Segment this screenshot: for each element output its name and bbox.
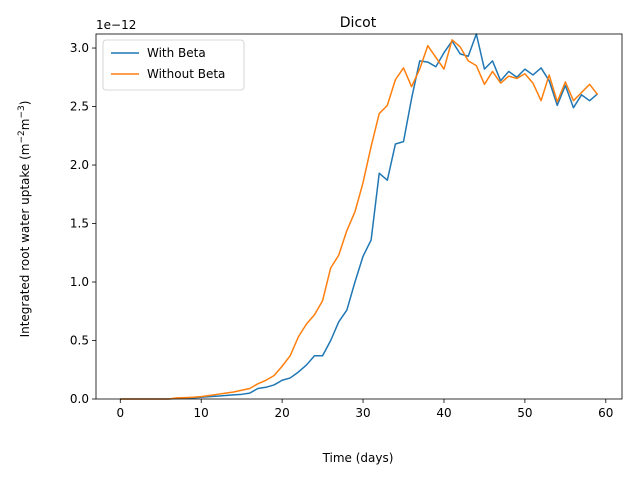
y-tick-label-0: 0.0 (70, 392, 89, 406)
y-tick-label-5: 2.5 (70, 100, 89, 114)
plot-area: 0 10 20 30 40 50 60 0.0 0.5 1.0 1.5 2.0 2.5 3.0 With B… (70, 33, 623, 420)
x-tick-label-20: 20 (274, 406, 289, 420)
y-tick-label-2: 1.0 (70, 275, 89, 289)
y-axis-label-sup1: −2 (17, 130, 27, 143)
chart-title: Dicot (340, 15, 377, 31)
x-tick-label-60: 60 (598, 406, 613, 420)
y-offset-text: 1e−12 (96, 18, 136, 32)
x-tick-label-10: 10 (194, 406, 209, 420)
legend-label-1: Without Beta (147, 67, 225, 81)
y-tick-label-6: 3.0 (70, 41, 89, 55)
x-axis-label: Time (days) (322, 451, 394, 465)
legend-label-0: With Beta (147, 46, 206, 60)
x-tick-label-0: 0 (116, 406, 124, 420)
x-tick-label-40: 40 (436, 406, 451, 420)
y-tick-label-4: 2.0 (70, 158, 89, 172)
y-axis-label-main: Integrated root water uptake (m (18, 144, 32, 338)
y-tick-label-1: 0.5 (70, 334, 89, 348)
y-axis-label: Integrated root water uptake (m−2m−3) (17, 101, 32, 338)
x-tick-label-50: 50 (517, 406, 532, 420)
series-line-1 (120, 39, 599, 400)
y-tick-label-3: 1.5 (70, 217, 89, 231)
axes-frame (95, 33, 623, 400)
y-axis-label-sup2: −3 (17, 105, 27, 118)
y-axis-label-end: ) (18, 101, 32, 106)
x-tick-label-30: 30 (355, 406, 370, 420)
y-axis-label-mid: m (18, 119, 32, 131)
